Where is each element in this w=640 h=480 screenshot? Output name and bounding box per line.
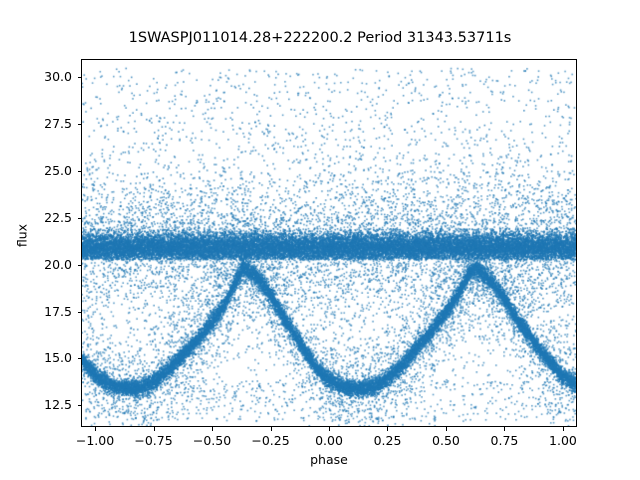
x-tick-mark (504, 427, 506, 431)
x-axis-label: phase (310, 452, 348, 467)
x-tick-label: 0.00 (315, 433, 343, 448)
y-tick-mark (77, 311, 81, 313)
y-tick-label: 20.0 (44, 256, 72, 272)
x-tick-mark (387, 427, 389, 431)
x-tick-mark (270, 427, 272, 431)
y-tick-label: 27.5 (44, 115, 72, 131)
x-tick-label: 0.75 (490, 433, 519, 448)
y-tick-label: 15.0 (44, 350, 72, 366)
y-tick-label: 17.5 (44, 303, 72, 319)
y-tick-mark (77, 405, 81, 407)
x-tick-label: 0.50 (432, 433, 460, 448)
y-tick-label: 25.0 (44, 162, 72, 178)
y-tick-mark (77, 358, 81, 360)
x-tick-label: 0.25 (373, 433, 402, 448)
y-tick-label: 30.0 (44, 68, 72, 84)
x-tick-mark (153, 427, 155, 431)
x-tick-label: −0.75 (134, 433, 173, 448)
chart-title: 1SWASPJ011014.28+222200.2 Period 31343.5… (128, 30, 512, 46)
y-tick-mark (77, 264, 81, 266)
y-axis-label: flux (14, 223, 30, 248)
scatter-plot-canvas (82, 60, 576, 426)
y-tick-mark (77, 170, 81, 172)
y-tick-mark (77, 217, 81, 219)
y-tick-mark (77, 123, 81, 125)
x-tick-mark (95, 427, 97, 431)
x-tick-mark (212, 427, 214, 431)
x-tick-label: 1.00 (549, 433, 577, 448)
x-tick-mark (445, 427, 447, 431)
y-tick-label: 22.5 (44, 209, 72, 225)
x-tick-mark (329, 427, 330, 431)
plot-area (81, 59, 577, 427)
y-tick-mark (77, 76, 81, 78)
x-tick-label: −0.25 (251, 433, 290, 448)
x-tick-label: −0.50 (192, 433, 232, 448)
y-tick-label: 12.5 (44, 397, 72, 413)
x-tick-mark (562, 427, 564, 431)
x-tick-label: −1.00 (75, 433, 115, 448)
